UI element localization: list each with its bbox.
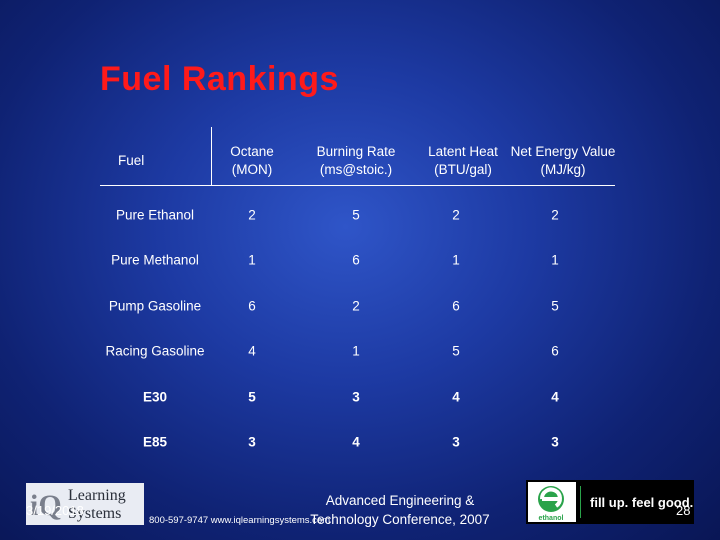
burning-rate-rank: 1 bbox=[352, 343, 360, 359]
burning-rate-rank: 5 bbox=[352, 207, 360, 223]
fuel-name: Pure Ethanol bbox=[115, 207, 195, 223]
slide-date: 3/19/2018 bbox=[26, 503, 84, 518]
net-energy-rank: 2 bbox=[551, 207, 559, 223]
net-energy-rank: 3 bbox=[551, 434, 559, 450]
header-burning-rate: Burning Rate (ms@stoic.) bbox=[316, 144, 396, 177]
fuel-name: E85 bbox=[142, 434, 168, 450]
fuel-name: Pure Methanol bbox=[111, 252, 199, 268]
latent-heat-rank: 2 bbox=[452, 207, 460, 223]
burning-rate-rank: 4 bbox=[352, 434, 360, 450]
header-octane: Octane (MON) bbox=[230, 144, 274, 177]
burning-rate-rank: 2 bbox=[352, 298, 360, 314]
net-energy-rank: 6 bbox=[551, 343, 559, 359]
octane-rank: 4 bbox=[248, 343, 256, 359]
octane-rank: 5 bbox=[248, 389, 256, 405]
svg-text:ethanol: ethanol bbox=[539, 515, 564, 522]
svg-text:Learning: Learning bbox=[68, 487, 126, 504]
latent-heat-rank: 1 bbox=[452, 252, 460, 268]
octane-rank: 2 bbox=[248, 207, 256, 223]
svg-text:Systems: Systems bbox=[68, 505, 121, 522]
page-number: 28 bbox=[676, 503, 691, 518]
burning-rate-rank: 3 bbox=[352, 389, 360, 405]
latent-heat-rank: 5 bbox=[452, 343, 460, 359]
octane-rank: 3 bbox=[248, 434, 256, 450]
ethanol-logo: ethanol fill up. feel good. bbox=[526, 480, 694, 524]
latent-heat-rank: 4 bbox=[452, 389, 460, 405]
net-energy-rank: 5 bbox=[551, 298, 559, 314]
header-latent-heat: Latent Heat (BTU/gal) bbox=[428, 144, 498, 177]
fuel-name: Racing Gasoline bbox=[105, 343, 205, 359]
header-divider-horizontal bbox=[100, 185, 615, 186]
latent-heat-rank: 3 bbox=[452, 434, 460, 450]
svg-text:iQ: iQ bbox=[30, 489, 62, 522]
burning-rate-rank: 6 bbox=[352, 252, 360, 268]
iq-learning-systems-logo: iQ Learning Systems bbox=[26, 483, 144, 525]
svg-text:fill up. feel good.: fill up. feel good. bbox=[590, 495, 693, 510]
net-energy-rank: 4 bbox=[551, 389, 559, 405]
fuel-name: E30 bbox=[142, 389, 168, 405]
net-energy-rank: 1 bbox=[551, 252, 559, 268]
latent-heat-rank: 6 bbox=[452, 298, 460, 314]
octane-rank: 6 bbox=[248, 298, 256, 314]
fuel-rankings-table: Fuel Octane (MON) Burning Rate (ms@stoic… bbox=[100, 127, 615, 482]
conference-name: Advanced Engineering & Technology Confer… bbox=[310, 493, 490, 527]
contact-info: 800-597-9747 www.iqlearningsystems.com bbox=[149, 515, 331, 526]
fuel-name: Pump Gasoline bbox=[108, 298, 202, 314]
header-net-energy: Net Energy Value (MJ/kg) bbox=[510, 144, 616, 177]
slide-title: Fuel Rankings bbox=[100, 60, 339, 98]
octane-rank: 1 bbox=[248, 252, 256, 268]
header-fuel: Fuel bbox=[118, 153, 145, 168]
header-divider-vertical bbox=[211, 127, 212, 185]
